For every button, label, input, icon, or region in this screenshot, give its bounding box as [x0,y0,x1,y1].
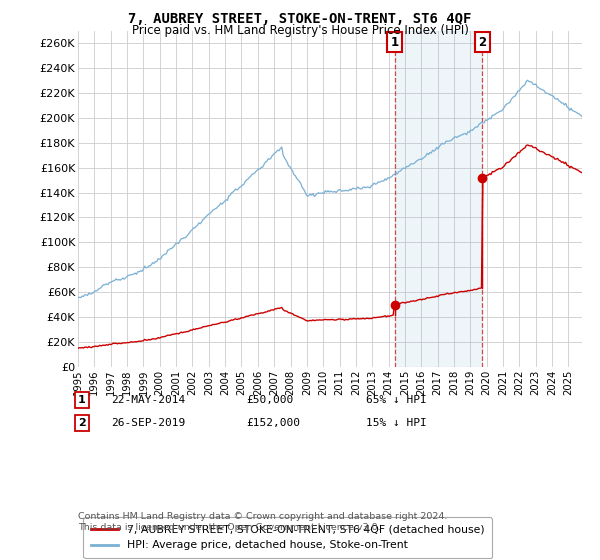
Text: Contains HM Land Registry data © Crown copyright and database right 2024.
This d: Contains HM Land Registry data © Crown c… [78,512,448,532]
Text: £152,000: £152,000 [246,418,300,428]
Text: 65% ↓ HPI: 65% ↓ HPI [366,395,427,405]
Text: 22-MAY-2014: 22-MAY-2014 [111,395,185,405]
Text: 15% ↓ HPI: 15% ↓ HPI [366,418,427,428]
Text: 2: 2 [78,418,86,428]
Legend: 7, AUBREY STREET, STOKE-ON-TRENT, ST6 4QF (detached house), HPI: Average price, : 7, AUBREY STREET, STOKE-ON-TRENT, ST6 4Q… [83,517,492,558]
Text: 26-SEP-2019: 26-SEP-2019 [111,418,185,428]
Text: 7, AUBREY STREET, STOKE-ON-TRENT, ST6 4QF: 7, AUBREY STREET, STOKE-ON-TRENT, ST6 4Q… [128,12,472,26]
Text: £50,000: £50,000 [246,395,293,405]
Text: 1: 1 [391,35,399,49]
Text: 1: 1 [78,395,86,405]
Text: Price paid vs. HM Land Registry's House Price Index (HPI): Price paid vs. HM Land Registry's House … [131,24,469,37]
Bar [395,31,482,367]
Text: 2: 2 [478,35,487,49]
